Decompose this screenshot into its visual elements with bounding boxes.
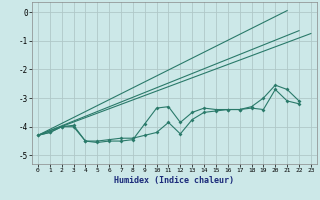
X-axis label: Humidex (Indice chaleur): Humidex (Indice chaleur)	[115, 176, 234, 185]
